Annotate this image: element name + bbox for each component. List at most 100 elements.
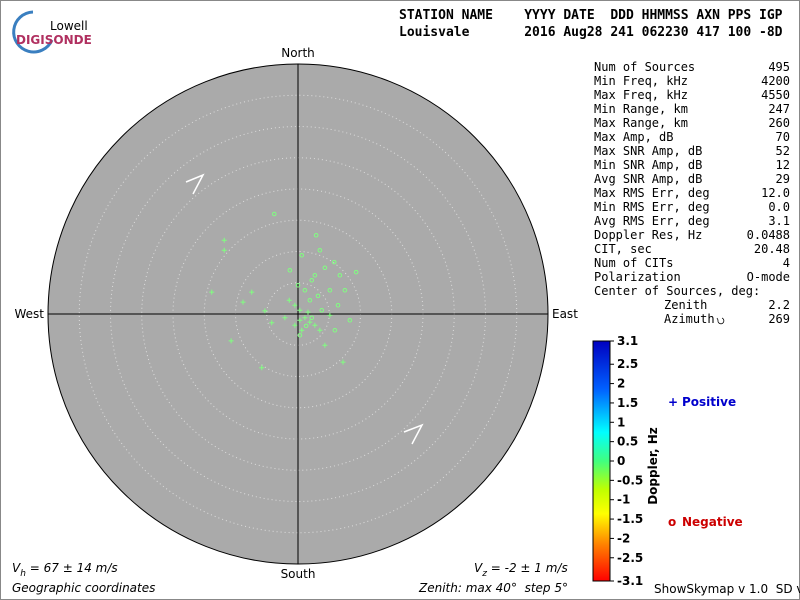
colorbar-tick-label: 2 [617,377,625,391]
legend: + Positive o Negative [668,395,743,529]
stat-label: Polarization [594,270,681,284]
south-label: South [281,567,316,581]
source-positive [228,338,234,344]
stat-value: 70 [776,130,790,144]
azimuth-icon [716,317,725,325]
source-negative [299,252,305,258]
stat-label: Doppler Res, Hz [594,228,702,242]
stat-value: 269 [768,312,790,326]
colorbar [592,340,611,582]
source-negative [322,265,328,271]
stat-value: 29 [776,172,790,186]
stat-label: Max RMS Err, deg [594,186,710,200]
stat-value: 4550 [761,88,790,102]
header-labels: STATION NAME YYYY DATE DDD HHMMSS AXN PP… [399,8,783,23]
source-positive [221,247,227,253]
zenith-note: Zenith: max 40° step 5° [418,581,568,595]
stat-value: 4 [783,256,790,270]
colorbar-tick-label: 0 [617,454,625,468]
source-negative [315,293,321,299]
stat-label: CIT, sec [594,242,652,256]
source-positive [302,315,308,321]
source-positive [292,302,298,308]
colorbar-tick-label: -3.1 [617,574,643,588]
source-negative [313,232,319,238]
legend-entry: Negative [682,515,743,529]
source-negative [271,211,277,217]
colorbar-tick-label: -1.5 [617,512,643,526]
stat-label: Center of Sources, deg: [594,284,760,298]
source-positive [282,315,288,321]
stat-value: 20.48 [754,242,790,256]
source-negative [331,259,337,265]
direction-arrows [185,173,424,445]
source-positive [297,317,303,323]
source-negative [287,267,293,273]
stat-label: Num of Sources [594,60,695,74]
colorbar-tick-label: 2.5 [617,357,638,371]
source-negative [335,302,341,308]
source-positive [299,327,305,333]
stat-value: O-mode [747,270,790,284]
stat-value: 0.0488 [747,228,790,242]
legend-marker: + [668,395,678,409]
source-negative [317,247,323,253]
source-positive [292,322,298,328]
stats-table: Num of Sources 495 Min Freq, kHz 4200 Max Fr… [594,60,790,326]
source-positive [249,289,255,295]
source-negative [342,287,348,293]
version: ShowSkymap v 1.0 SD v 5.1 [654,582,800,596]
colorbar-tick-label: -2.5 [617,551,643,565]
stat-label: Max SNR Amp, dB [594,144,702,158]
source-positive [286,297,292,303]
stat-value: 3.1 [768,214,790,228]
logo-bottom: DIGISONDE [16,33,92,47]
stat-label: Zenith [664,298,707,312]
vz: Vz = -2 ± 1 m/s [474,561,568,579]
source-positive [317,327,323,333]
source-positive [209,289,215,295]
source-negative [302,287,308,293]
source-positive [269,320,275,326]
stat-label: Max Range, km [594,116,688,130]
colorbar-tick-label: 0.5 [617,435,638,449]
source-negative [297,332,303,338]
colorbar-tick-label: 1.5 [617,396,638,410]
plot: North South East West [14,46,578,581]
stat-value: 4200 [761,74,790,88]
logo-swoosh [12,10,54,54]
source-negative [347,317,353,323]
east-label: East [552,307,578,321]
north-label: North [281,46,315,60]
source-negative [319,307,325,313]
source-positive [262,308,268,314]
stat-value: 260 [768,116,790,130]
source-negative [312,272,318,278]
stat-label: Min RMS Err, deg [594,200,710,214]
stat-value: 495 [768,60,790,74]
stat-label: Max Freq, kHz [594,88,688,102]
stat-label: Avg RMS Err, deg [594,214,710,228]
source-positive [240,299,246,305]
source-positive [312,322,318,328]
coords-note: Geographic coordinates [12,581,155,595]
stat-label: Avg SNR Amp, dB [594,172,702,186]
stat-value: 2.2 [768,298,790,312]
stat-label: Min Range, km [594,102,688,116]
source-positive [307,319,313,325]
colorbar-tick-label: 1 [617,415,625,429]
stat-value: 52 [776,144,790,158]
colorbar-tick-label: -1 [617,493,630,507]
stat-label: Min SNR Amp, dB [594,158,702,172]
source-positive [297,307,303,313]
source-negative [295,282,301,288]
header-values: Louisvale 2016 Aug28 241 062230 417 100 … [399,25,783,40]
source-positive [327,312,333,318]
source-negative [303,323,309,329]
source-negative [309,277,315,283]
stat-value: 12 [776,158,790,172]
west-label: West [14,307,44,321]
legend-marker: o [668,515,676,529]
stat-value: 0.0 [768,200,790,214]
colorbar-ticks: 3.1 2.5 2 1.5 1 0.5 0 -0.5 -1 -1.5 -2 -2.5 -3.1 [610,334,643,588]
